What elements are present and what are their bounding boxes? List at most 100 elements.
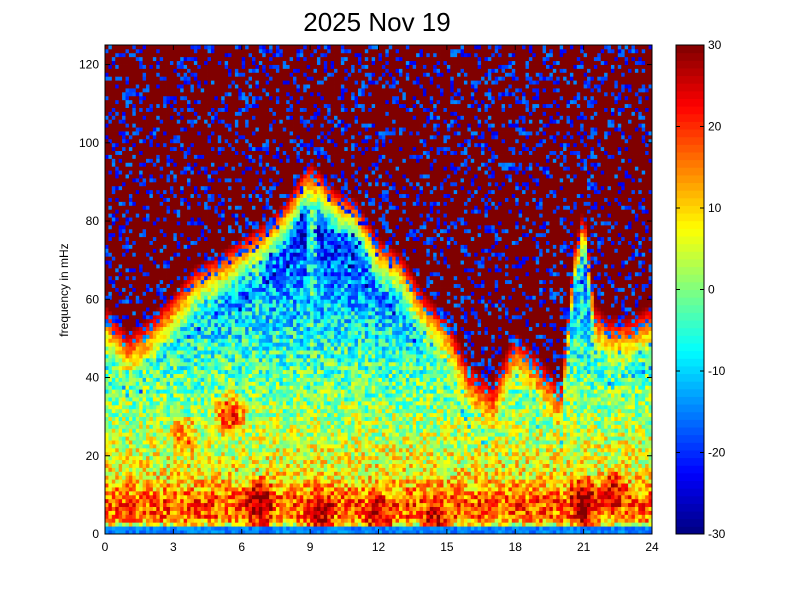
spectrogram-cell: [238, 236, 243, 241]
spectrogram-cell: [128, 373, 133, 378]
spectrogram-cell: [159, 271, 164, 277]
spectrogram-cell: [187, 217, 191, 222]
spectrogram-cell: [221, 455, 226, 461]
spectrogram-cell: [214, 166, 219, 171]
spectrogram-cell: [122, 389, 126, 394]
spectrogram-cell: [142, 334, 147, 339]
spectrogram-cell: [221, 224, 226, 230]
spectrogram-cell: [204, 483, 208, 488]
spectrogram-cell: [224, 400, 229, 406]
spectrogram-cell: [135, 459, 140, 464]
spectrogram-cell: [169, 103, 174, 108]
spectrogram-cell: [176, 295, 181, 300]
spectrogram-cell: [146, 150, 150, 155]
spectrogram-cell: [234, 416, 239, 421]
spectrogram-cell: [214, 221, 219, 226]
spectrogram-cell: [122, 522, 126, 527]
spectrogram-cell: [125, 400, 130, 406]
spectrogram-cell: [149, 326, 154, 331]
spectrogram-cell: [238, 283, 243, 288]
spectrogram-cell: [156, 377, 161, 382]
spectrogram-cell: [234, 350, 239, 355]
spectrogram-cell: [210, 236, 215, 241]
spectrogram-cell: [152, 127, 157, 132]
spectrogram-cell: [197, 127, 202, 132]
spectrogram-cell: [200, 88, 205, 93]
spectrogram-cell: [169, 240, 174, 245]
spectrogram-cell: [193, 103, 198, 108]
spectrogram-cell: [217, 150, 222, 155]
spectrogram-cell: [115, 357, 120, 363]
spectrogram-cell: [231, 326, 236, 331]
spectrogram-cell: [190, 68, 195, 73]
spectrogram-cell: [187, 275, 191, 281]
spectrogram-cell: [234, 444, 239, 449]
spectrogram-cell: [207, 369, 212, 375]
spectrogram-cell: [221, 487, 226, 492]
spectrogram-cell: [221, 217, 226, 222]
spectrogram-cell: [111, 217, 116, 222]
spectrogram-cell: [190, 271, 195, 277]
spectrogram-cell: [224, 193, 229, 198]
spectrogram-cell: [105, 127, 109, 132]
spectrogram-cell: [108, 447, 113, 453]
spectrogram-cell: [163, 275, 167, 281]
spectrogram-cell: [187, 447, 191, 453]
spectrogram-cell: [122, 326, 126, 331]
spectrogram-cell: [234, 361, 239, 367]
spectrogram-cell: [207, 275, 212, 281]
spectrogram-cell: [169, 342, 174, 347]
spectrogram-cell: [132, 95, 137, 101]
spectrogram-cell: [142, 490, 147, 496]
spectrogram-cell: [176, 467, 181, 472]
spectrogram-cell: [200, 127, 205, 132]
spectrogram-cell: [204, 479, 208, 484]
spectrogram-cell: [115, 447, 120, 453]
spectrogram-cell: [183, 412, 188, 418]
spectrogram-cell: [187, 303, 191, 308]
spectrogram-cell: [228, 185, 232, 191]
spectrogram-cell: [128, 260, 133, 265]
spectrogram-cell: [221, 467, 226, 472]
spectrogram-cell: [217, 166, 222, 171]
spectrogram-cell: [183, 350, 188, 355]
spectrogram-cell: [159, 404, 164, 410]
spectrogram-cell: [183, 217, 188, 222]
spectrogram-cell: [142, 76, 147, 81]
spectrogram-cell: [207, 154, 212, 159]
spectrogram-cell: [234, 502, 239, 508]
spectrogram-cell: [163, 205, 167, 210]
spectrogram-cell: [149, 400, 154, 406]
spectrogram-cell: [159, 256, 164, 261]
spectrogram-cell: [159, 178, 164, 183]
spectrogram-cell: [180, 224, 185, 230]
spectrogram-cell: [183, 318, 188, 324]
spectrogram-cell: [193, 498, 198, 504]
spectrogram-cell: [118, 381, 123, 386]
spectrogram-cell: [108, 361, 113, 367]
spectrogram-cell: [207, 115, 212, 120]
spectrogram-cell: [231, 287, 236, 292]
spectrogram-cell: [234, 150, 239, 155]
spectrogram-cell: [200, 307, 205, 312]
spectrogram-cell: [159, 455, 164, 461]
spectrogram-cell: [149, 271, 154, 277]
spectrogram-cell: [149, 307, 154, 312]
spectrogram-cell: [214, 84, 219, 89]
spectrogram-cell: [111, 52, 116, 58]
spectrogram-cell: [238, 127, 243, 132]
spectrogram-cell: [132, 99, 137, 105]
spectrogram-cell: [169, 279, 174, 285]
spectrogram-cell: [122, 400, 126, 406]
spectrogram-cell: [183, 299, 188, 304]
spectrogram-cell: [231, 506, 236, 511]
spectrogram-cell: [221, 295, 226, 300]
spectrogram-cell: [193, 330, 198, 335]
spectrogram-cell: [159, 299, 164, 304]
spectrogram-cell: [214, 154, 219, 159]
spectrogram-cell: [200, 162, 205, 167]
spectrogram-cell: [221, 260, 226, 265]
spectrogram-cell: [214, 162, 219, 167]
spectrogram-cell: [115, 205, 120, 210]
spectrogram-cell: [163, 451, 167, 457]
